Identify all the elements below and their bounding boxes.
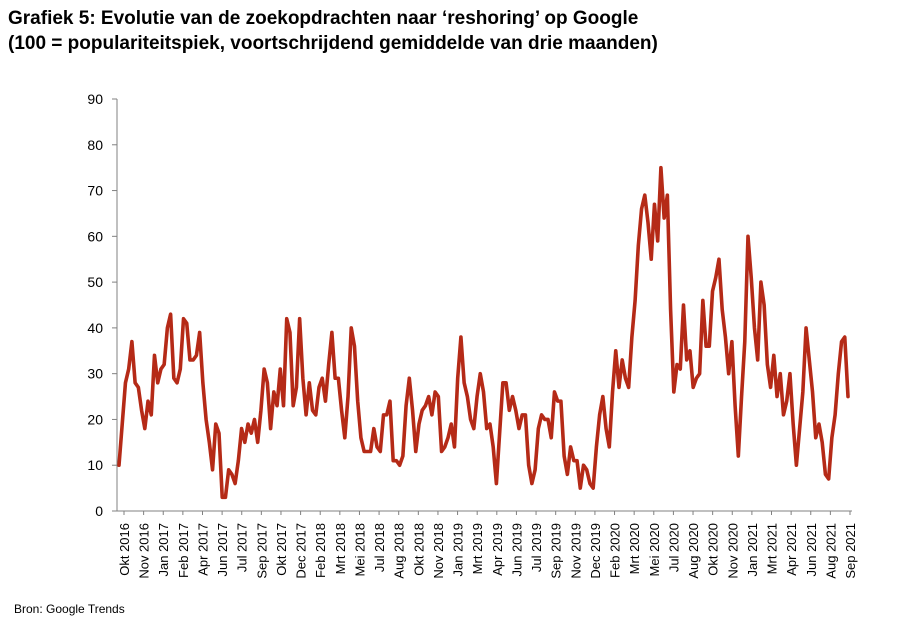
x-tick-label: Dec 2019	[588, 523, 603, 579]
x-tick-label: Okt 2016	[117, 523, 132, 576]
x-tick-label: Dec 2017	[294, 523, 309, 579]
x-tick-label: Okt 2017	[274, 523, 289, 576]
source-note: Bron: Google Trends	[14, 602, 125, 616]
x-tick-label: Jan 2021	[745, 523, 760, 577]
x-tick-label: Mei 2018	[352, 523, 367, 576]
y-tick-label: 0	[95, 503, 103, 519]
x-tick-label: Nov 2019	[568, 523, 583, 579]
x-tick-label: Sep 2017	[254, 523, 269, 579]
x-tick-label: Nov 2020	[725, 523, 740, 579]
x-tick-label: Mrt 2021	[765, 523, 780, 574]
x-tick-label: Mrt 2019	[470, 523, 485, 574]
plot-area	[117, 165, 850, 500]
x-tick-label: Jul 2017	[235, 523, 250, 572]
x-tick-label: Jul 2019	[529, 523, 544, 572]
x-tick-label: Aug 2021	[823, 523, 838, 579]
x-tick-label: Mrt 2020	[627, 523, 642, 574]
chart-title-line-1: Grafiek 5: Evolutie van de zoekopdrachte…	[8, 8, 639, 29]
x-tick-label: Feb 2017	[176, 523, 191, 578]
x-tick-label: Jan 2017	[156, 523, 171, 577]
x-tick-label: Jan 2019	[451, 523, 466, 577]
x-tick-label: Jul 2020	[666, 523, 681, 572]
x-tick-label: Feb 2018	[313, 523, 328, 578]
x-tick-label: Jun 2017	[215, 523, 230, 577]
x-tick-label: Sep 2021	[843, 523, 858, 579]
x-tick-label: Okt 2018	[411, 523, 426, 576]
x-tick-label: Mrt 2018	[333, 523, 348, 574]
y-tick-label: 20	[87, 411, 103, 427]
chart-title-line-2: (100 = populariteitspiek, voortschrijden…	[8, 33, 658, 54]
x-tick-label: Nov 2018	[431, 523, 446, 579]
y-tick-label: 30	[87, 366, 103, 382]
y-axis: 0 10 20 30 40 50 60 70 80 90	[87, 91, 118, 519]
x-tick-label: Apr 2021	[784, 523, 799, 576]
x-tick-label: Jun 2021	[804, 523, 819, 577]
x-tick-label: Mei 2020	[647, 523, 662, 576]
x-tick-label: Aug 2020	[686, 523, 701, 579]
y-tick-label: 40	[87, 320, 103, 336]
x-axis: Okt 2016 Nov 2016 Jan 2017 Feb 2017 Apr 2017…	[117, 510, 858, 579]
series-line-reshoring	[117, 165, 850, 500]
x-tick-label: Jun 2019	[509, 523, 524, 577]
y-tick-label: 50	[87, 274, 103, 290]
y-tick-label: 70	[87, 183, 103, 199]
x-tick-label: Nov 2016	[137, 523, 152, 579]
x-tick-label: Sep 2019	[549, 523, 564, 579]
x-tick-label: Okt 2020	[706, 523, 721, 576]
x-tick-label: Jul 2018	[372, 523, 387, 572]
x-tick-label: Aug 2018	[392, 523, 407, 579]
x-tick-label: Apr 2019	[490, 523, 505, 576]
y-tick-label: 80	[87, 137, 103, 153]
chart-title: Grafiek 5: Evolutie van de zoekopdrachte…	[8, 6, 908, 56]
x-tick-label: Apr 2017	[195, 523, 210, 576]
x-tick-label: Feb 2020	[608, 523, 623, 578]
y-tick-label: 90	[87, 91, 103, 107]
y-tick-label: 60	[87, 228, 103, 244]
y-tick-label: 10	[87, 457, 103, 473]
